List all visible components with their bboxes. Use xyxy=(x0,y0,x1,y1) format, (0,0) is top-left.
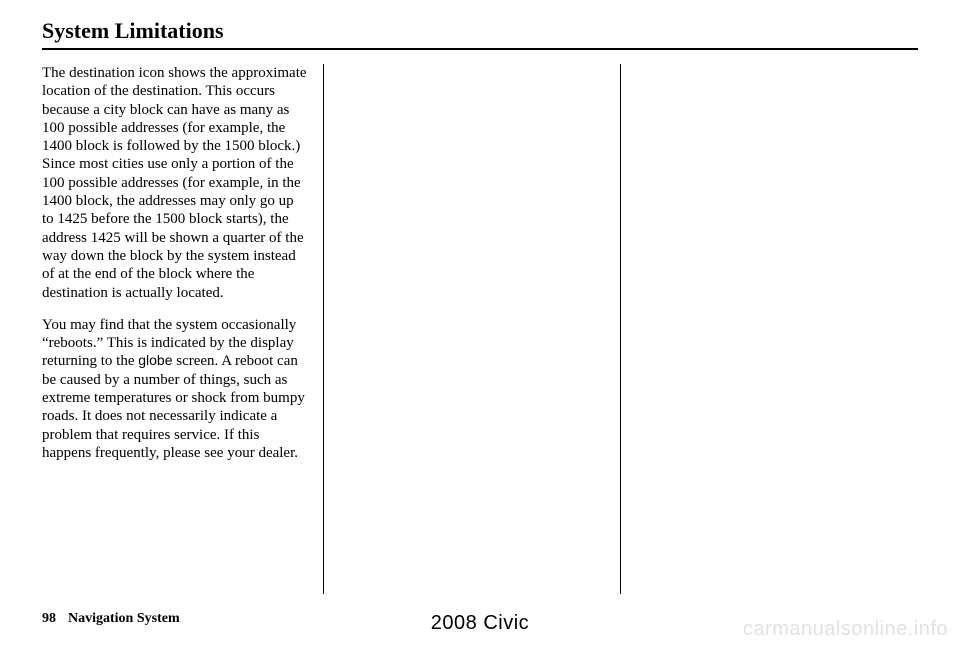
heading-rule xyxy=(42,48,918,50)
paragraph-2-part-b: screen. A reboot can be caused by a numb… xyxy=(42,353,305,460)
column-1: The destination icon shows the approxima… xyxy=(42,64,323,594)
section-name: Navigation System xyxy=(68,611,180,626)
column-2 xyxy=(323,64,621,594)
watermark: carmanualsonline.info xyxy=(743,618,948,641)
column-3 xyxy=(620,64,918,594)
footer-center: 2008 Civic xyxy=(431,612,529,635)
globe-term: globe xyxy=(138,352,172,368)
page-number: 98 xyxy=(42,611,56,626)
page: System Limitations The destination icon … xyxy=(0,0,960,655)
footer-left: 98 Navigation System xyxy=(42,611,180,627)
page-heading: System Limitations xyxy=(42,18,918,44)
content-columns: The destination icon shows the approxima… xyxy=(42,64,918,594)
paragraph-1: The destination icon shows the approxima… xyxy=(42,64,307,302)
paragraph-2: You may find that the system occasionall… xyxy=(42,316,307,462)
